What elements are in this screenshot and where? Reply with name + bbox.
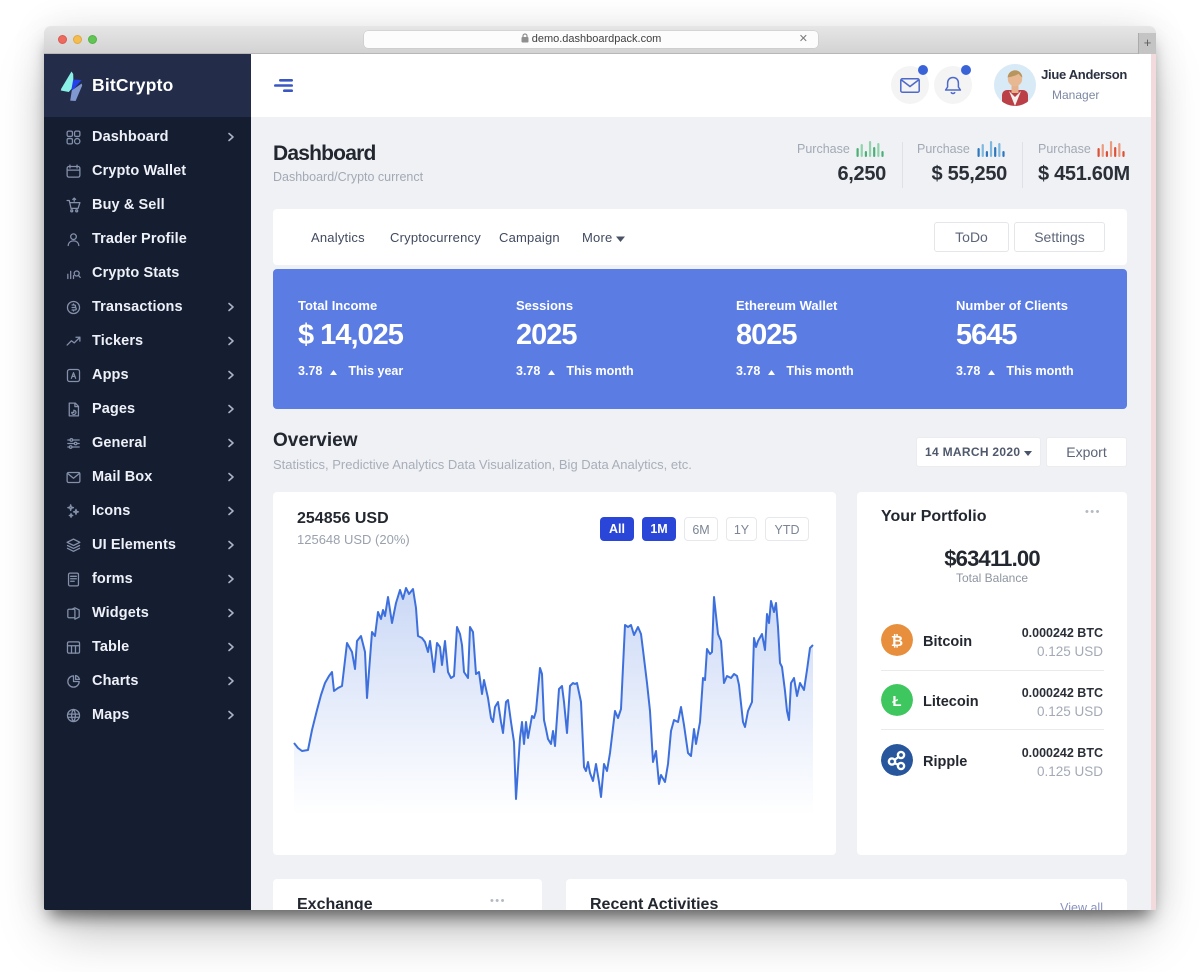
svg-text:₿: ₿: [891, 633, 903, 650]
svg-text:Ł: Ł: [892, 693, 901, 710]
